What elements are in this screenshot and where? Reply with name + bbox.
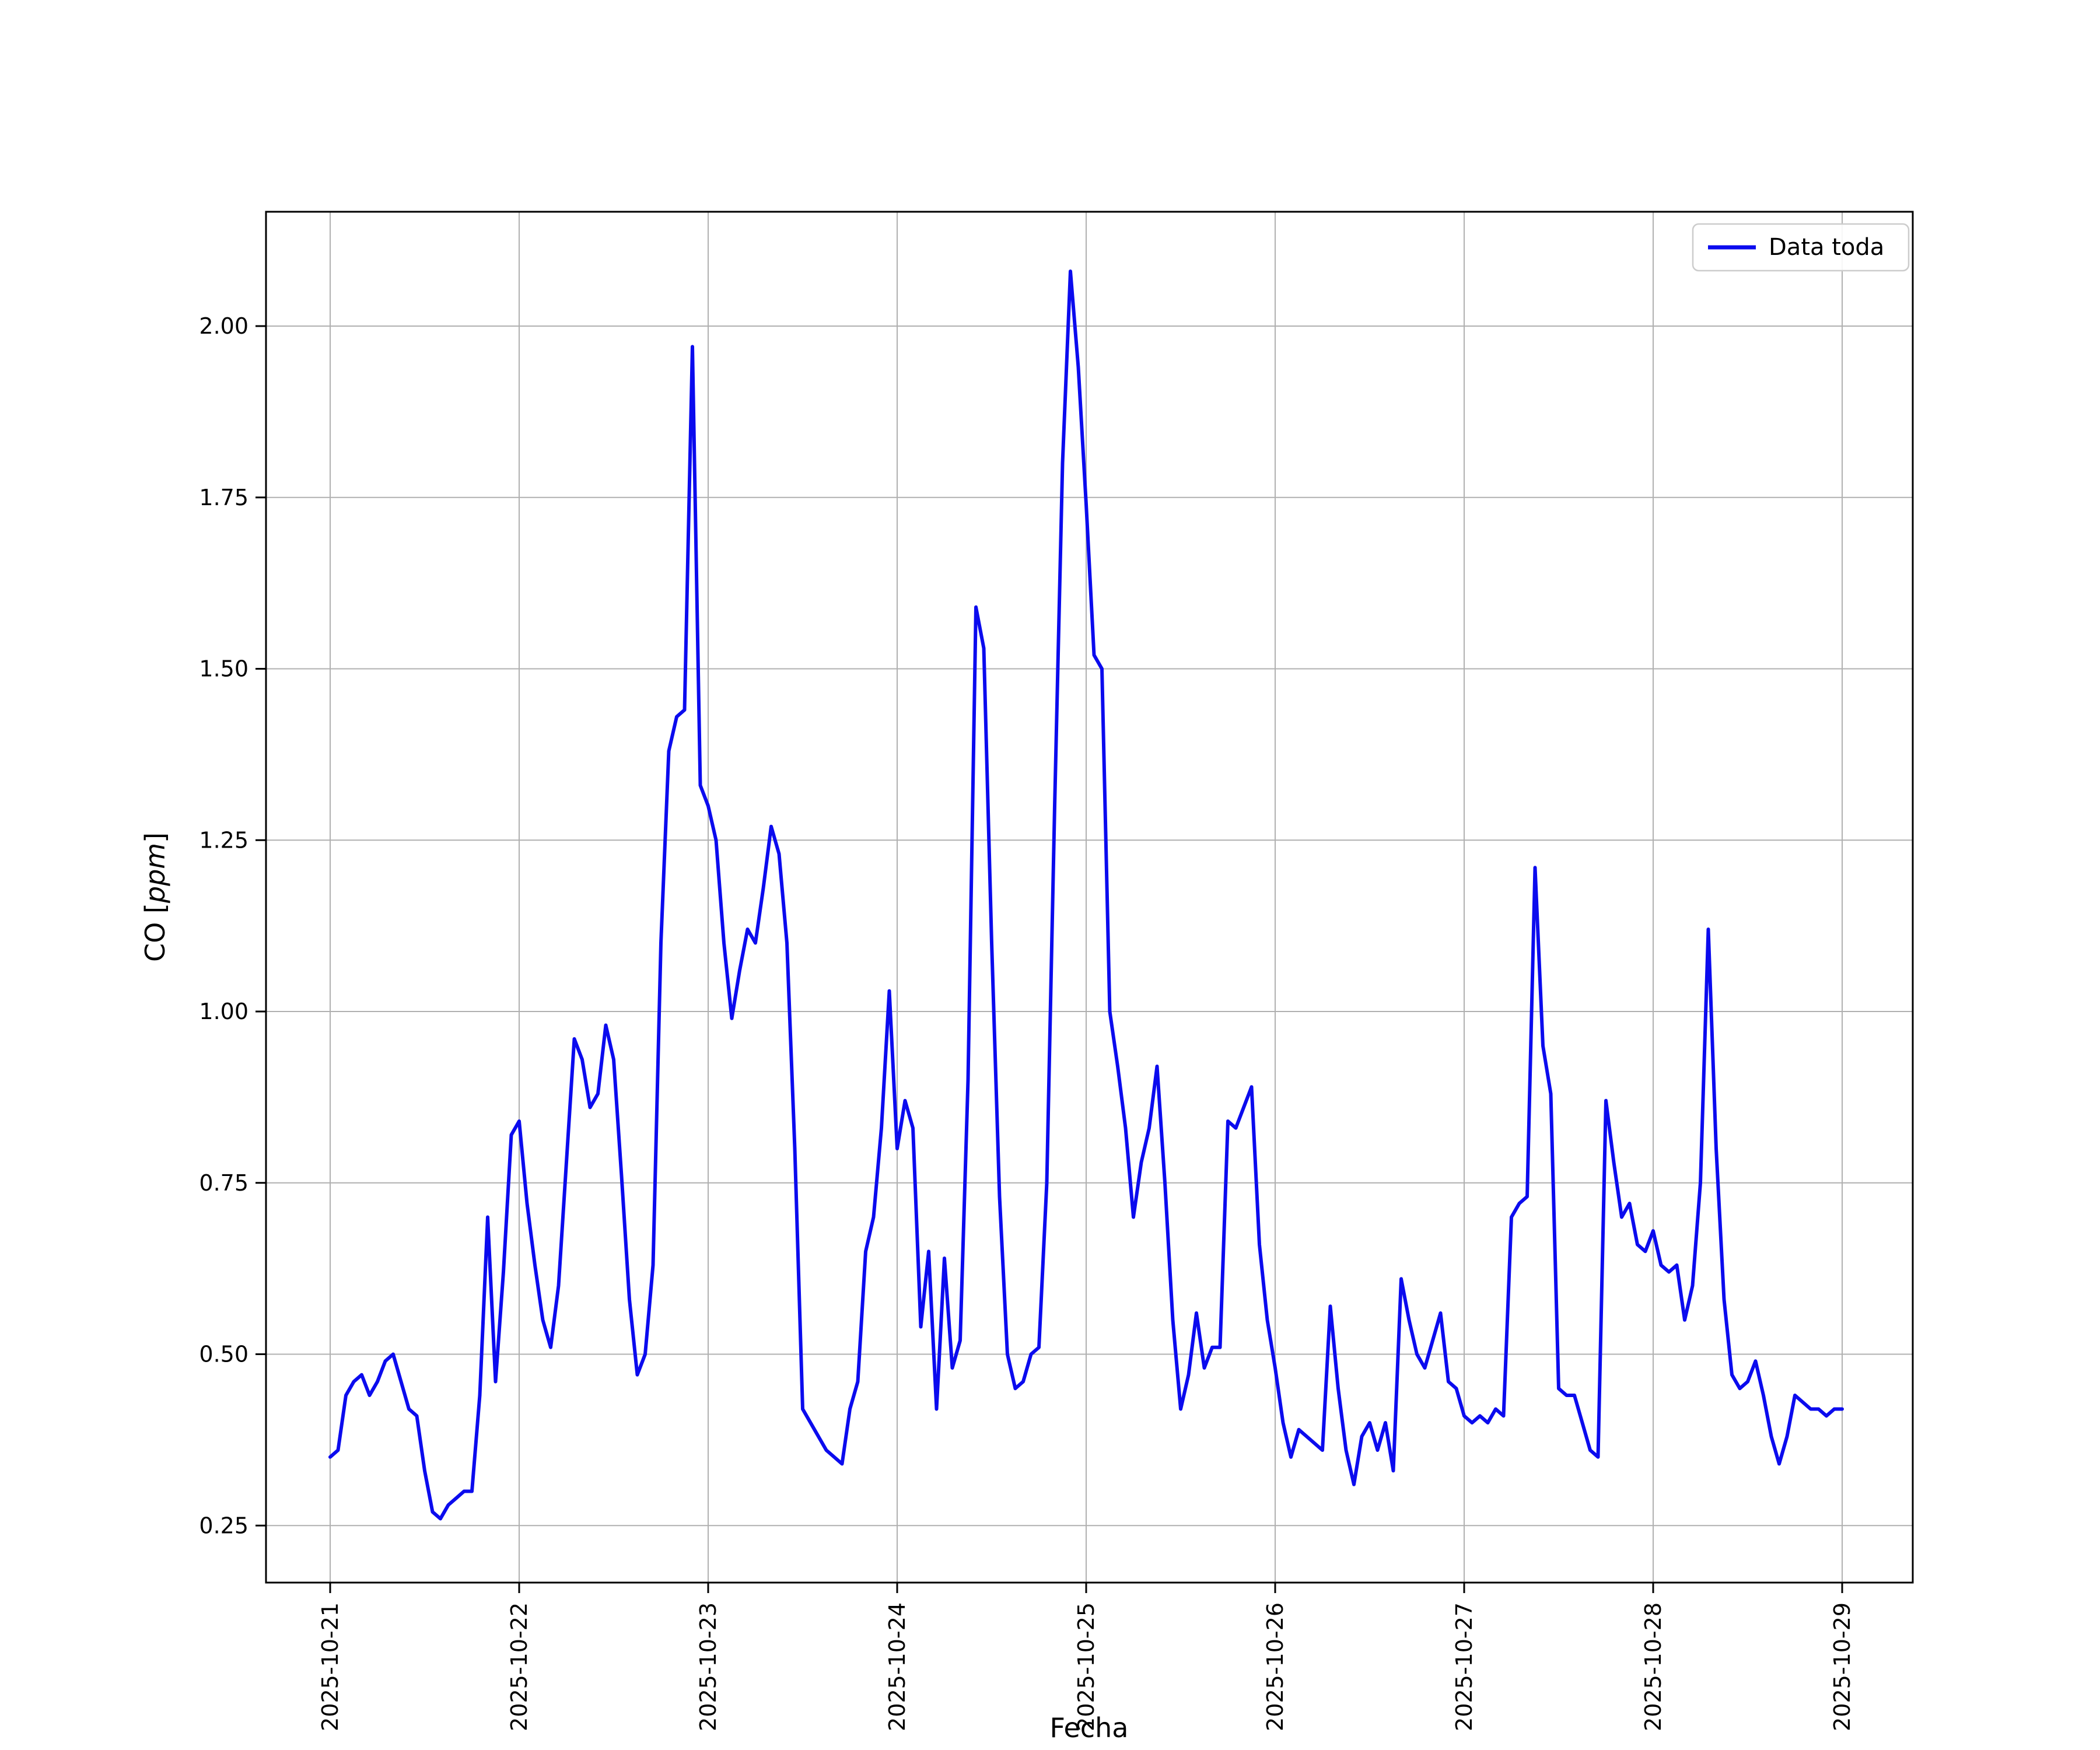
y-axis-tick-labels: 0.25 0.50 0.75 1.00 1.25 1.50 1.75 2.00 bbox=[199, 313, 249, 1538]
legend-label: Data toda bbox=[1769, 234, 1884, 261]
grid-lines bbox=[266, 212, 1913, 1583]
x-tick-label: 2025-10-23 bbox=[695, 1602, 721, 1731]
data-series-line bbox=[328, 270, 1844, 1521]
y-tick-label: 2.00 bbox=[199, 313, 249, 339]
x-axis-label: Fecha bbox=[1050, 1712, 1129, 1744]
x-tick-label: 2025-10-28 bbox=[1640, 1602, 1666, 1731]
y-tick-label: 0.25 bbox=[199, 1513, 249, 1538]
data-series bbox=[328, 270, 1844, 1521]
x-tick-label: 2025-10-29 bbox=[1829, 1602, 1855, 1731]
x-tick-label: 2025-10-26 bbox=[1262, 1602, 1288, 1731]
x-tick-label: 2025-10-22 bbox=[506, 1602, 532, 1731]
x-axis-tick-labels: 2025-10-21 2025-10-22 2025-10-23 2025-10-24… bbox=[317, 1602, 1855, 1731]
plot-area-border bbox=[265, 211, 1914, 1584]
x-tick-label: 2025-10-25 bbox=[1073, 1602, 1099, 1731]
y-tick-label: 0.50 bbox=[199, 1342, 249, 1367]
y-axis-label: CO [ppm] bbox=[139, 832, 171, 962]
y-tick-label: 0.75 bbox=[199, 1170, 249, 1196]
y-axis-label-post: ] bbox=[139, 832, 171, 843]
x-tick-label: 2025-10-24 bbox=[884, 1602, 910, 1731]
x-tick-label: 2025-10-21 bbox=[317, 1602, 343, 1731]
y-axis-label-pre: CO [ bbox=[139, 903, 171, 962]
y-tick-label: 1.25 bbox=[199, 827, 249, 853]
legend-box bbox=[1692, 223, 1910, 272]
y-tick-label: 1.00 bbox=[199, 999, 249, 1024]
x-tick-label: 2025-10-27 bbox=[1451, 1602, 1477, 1731]
y-axis-label-unit: ppm bbox=[139, 843, 171, 904]
legend: Data toda bbox=[1692, 223, 1910, 272]
y-tick-label: 1.50 bbox=[199, 656, 249, 682]
tick-marks bbox=[256, 325, 1843, 1593]
y-tick-label: 1.75 bbox=[199, 485, 249, 510]
